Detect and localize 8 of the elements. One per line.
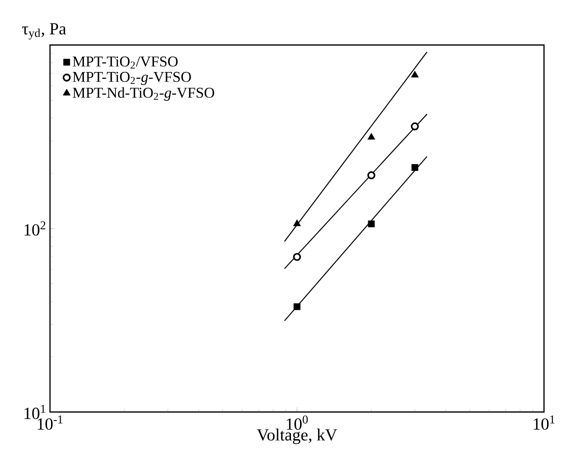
legend-label: MPT-TiO$_{2}$-g-VFSO: [72, 72, 191, 85]
x-axis-title: Voltage, kV: [256, 428, 338, 444]
x-tick-label: 10$^{1}$: [534, 416, 554, 430]
legend-label: MPT-TiO$_{2}$/VFSO: [72, 56, 178, 69]
y-axis-title: τ$_{yd}$, Pa: [22, 23, 66, 40]
x-tick-label: 10$^{0}$: [286, 416, 308, 430]
y-tick-label: 10$^{2}$: [24, 221, 46, 236]
legend-label: MPT-Nd-TiO$_{2}$-g-VFSO: [72, 87, 214, 101]
